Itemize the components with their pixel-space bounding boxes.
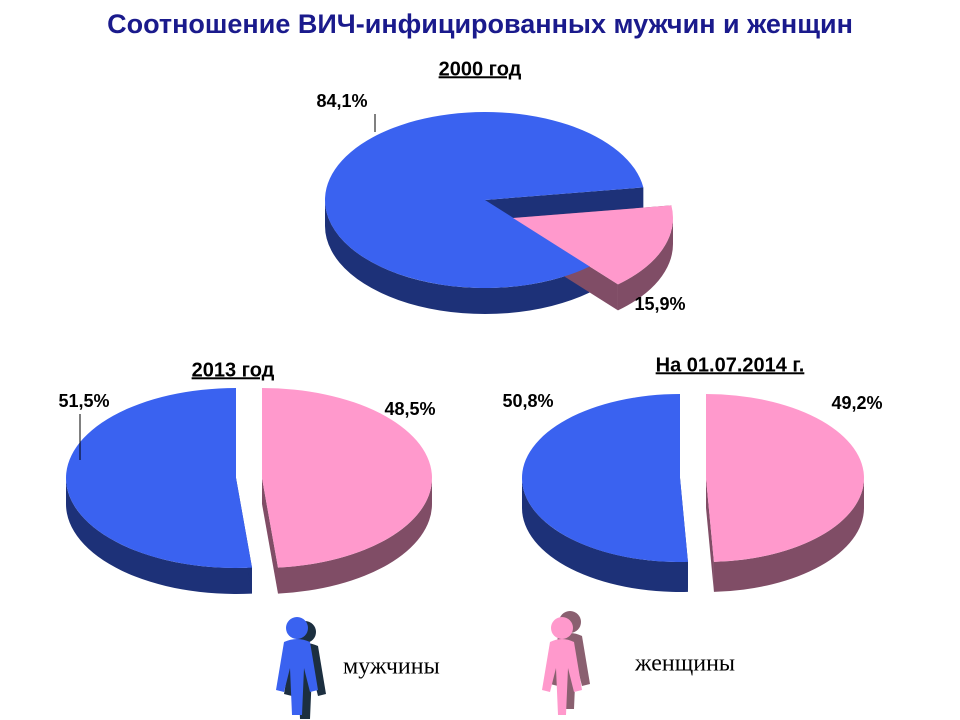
pie-side — [617, 218, 673, 311]
chart-title: 2013 год — [192, 359, 275, 381]
legend-man-icon — [276, 617, 326, 719]
pie-slice — [706, 394, 864, 562]
pie-side — [325, 200, 590, 314]
value-label: 84,1% — [316, 91, 367, 111]
value-label: 51,5% — [58, 391, 109, 411]
pie-slice — [521, 394, 688, 563]
legend-woman-icon — [542, 611, 590, 715]
legend-label: женщины — [634, 651, 735, 677]
slide-title: Соотношение ВИЧ-инфицированных мужчин и … — [107, 9, 853, 39]
chart-title: 2000 год — [439, 58, 522, 80]
pie — [521, 394, 865, 593]
pie — [325, 111, 673, 314]
pie-slice — [513, 205, 673, 285]
pie-tops — [521, 394, 864, 563]
pie-cut — [262, 478, 278, 594]
pie-cut — [706, 478, 714, 592]
pie-tops — [325, 111, 673, 288]
pie-side — [66, 478, 252, 595]
pie-slice — [325, 111, 644, 288]
pie-tops — [66, 388, 433, 568]
pie-side — [277, 478, 432, 594]
chart-title: На 01.07.2014 г. — [656, 354, 805, 376]
pie-slice — [262, 388, 433, 568]
legend-label: мужчины — [343, 654, 440, 680]
pie-slice — [66, 388, 252, 568]
value-label: 50,8% — [502, 391, 553, 411]
pie-side — [713, 478, 865, 592]
pie — [66, 388, 433, 595]
value-label: 49,2% — [831, 393, 882, 413]
value-label: 48,5% — [384, 399, 435, 419]
value-label: 15,9% — [634, 294, 685, 314]
pie-side — [522, 478, 688, 593]
